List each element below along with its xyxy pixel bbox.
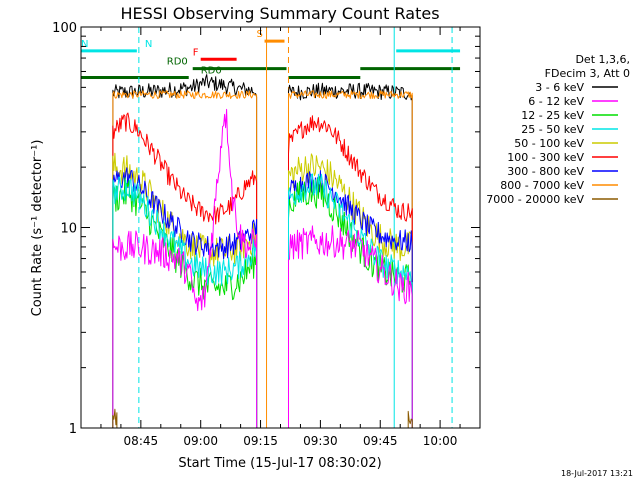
series-line	[288, 170, 413, 428]
series-layer	[112, 74, 413, 428]
y-tick-label: 10	[60, 222, 77, 237]
series-line	[288, 82, 413, 428]
series-7	[112, 108, 413, 428]
flag-label: RD0	[201, 65, 222, 76]
x-axis-label: Start Time (15-Jul-17 08:30:02)	[178, 456, 381, 471]
series-line	[112, 90, 258, 428]
chart-title: HESSI Observing Summary Count Rates	[120, 4, 439, 23]
plot-frame	[80, 26, 481, 429]
flag-label: N	[145, 39, 152, 50]
series-line	[112, 177, 258, 428]
series-4	[112, 167, 413, 428]
series-6	[112, 173, 413, 428]
x-tick-label: 09:00	[183, 434, 218, 448]
series-line	[288, 225, 413, 428]
series-line	[407, 410, 413, 428]
flag-label: RD0	[167, 57, 188, 68]
series-8	[112, 408, 413, 428]
series-line	[112, 108, 258, 428]
series-3	[112, 152, 413, 428]
series-2	[112, 112, 413, 428]
y-axis-label: Count Rate (s⁻¹ detector⁻¹)	[30, 140, 45, 317]
x-tick-label: 08:45	[124, 434, 159, 448]
y-tick-label: 1	[69, 422, 77, 437]
timestamp: 18-Jul-2017 13:21	[561, 469, 633, 478]
legend-label: 3 - 6 keV	[535, 81, 584, 94]
flag-label: N	[81, 39, 88, 50]
x-tick-label: 09:15	[243, 434, 278, 448]
series-line	[288, 176, 413, 428]
legend-label: 800 - 7000 keV	[500, 179, 584, 192]
legend-label: 6 - 12 keV	[528, 95, 584, 108]
legend-label: 100 - 300 keV	[507, 151, 584, 164]
y-tick-label: 100	[52, 21, 77, 36]
x-tick-label: 10:00	[423, 434, 458, 448]
legend-label: 300 - 800 keV	[507, 165, 584, 178]
legend-header: Det 1,3,6,	[575, 53, 630, 66]
legend-header: FDecim 3, Att 0	[545, 67, 630, 80]
series-line	[288, 173, 413, 428]
series-line	[112, 176, 258, 428]
series-1	[112, 90, 413, 428]
series-line	[288, 90, 413, 428]
flag-label: F	[193, 47, 199, 58]
series-line	[112, 112, 258, 428]
legend-label: 50 - 100 keV	[514, 137, 584, 150]
legend-label: 7000 - 20000 keV	[486, 193, 584, 206]
legend-label: 25 - 50 keV	[521, 123, 584, 136]
axis-ticks: 08:45 09:00 09:15 09:30 09:45 10:00 1 10 100	[52, 21, 480, 448]
legend-label: 12 - 25 keV	[521, 109, 584, 122]
x-tick-label: 09:30	[303, 434, 338, 448]
flag-label: S	[257, 29, 263, 40]
x-tick-label: 09:45	[363, 434, 398, 448]
series-line	[288, 115, 413, 428]
series-line	[112, 408, 118, 428]
